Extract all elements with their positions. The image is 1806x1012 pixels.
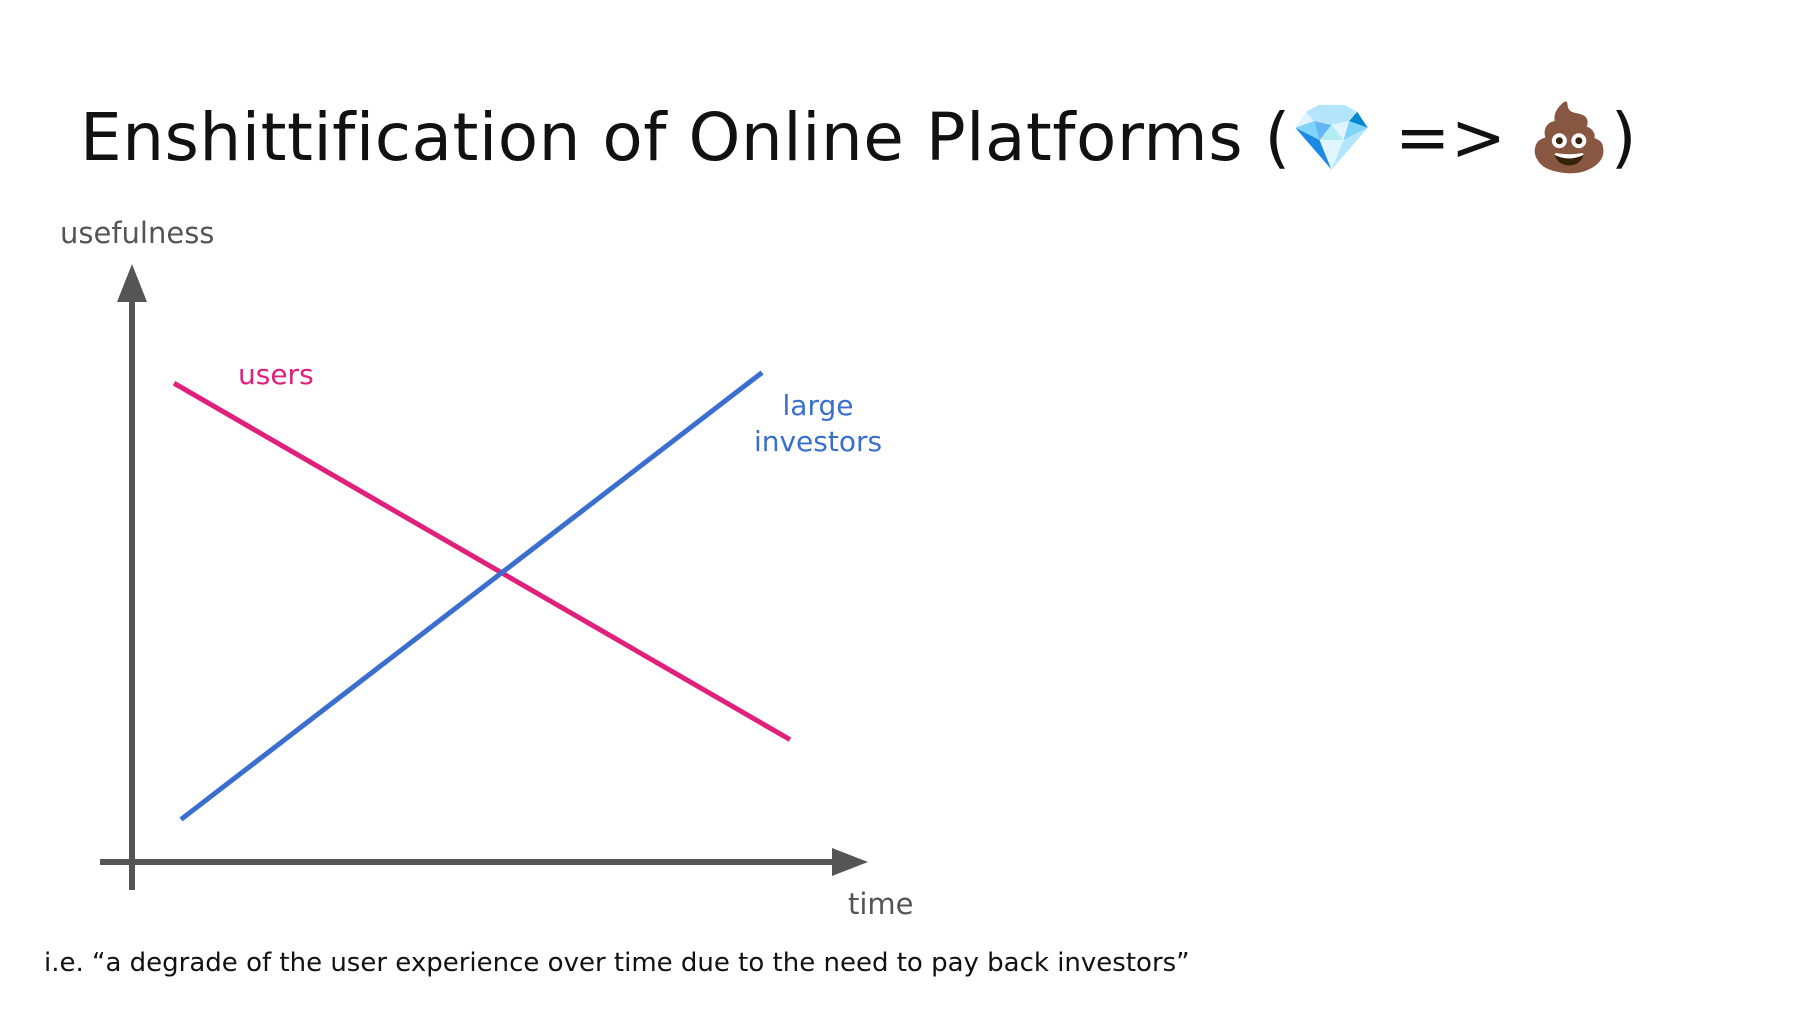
- title-close: ): [1610, 99, 1637, 176]
- caption: i.e. “a degrade of the user experience o…: [44, 948, 1190, 978]
- series-line-large-investors: [179, 370, 764, 822]
- title-arrow: =>: [1373, 99, 1529, 176]
- x-axis-arrow-icon: [832, 848, 868, 876]
- series-label-large-investors: large investors: [754, 389, 882, 458]
- gem-icon: 💎: [1290, 99, 1374, 176]
- x-axis-label: time: [848, 887, 914, 921]
- series-line-users: [172, 381, 792, 742]
- title-text: Enshittification of Online Platforms (: [80, 99, 1291, 176]
- page-title: Enshittification of Online Platforms (💎 …: [80, 98, 1637, 178]
- series-label-users: users: [238, 358, 314, 391]
- y-axis-arrow-icon: [117, 264, 147, 302]
- y-axis-label: usefulness: [60, 216, 214, 250]
- chart-labels: users large investors: [238, 358, 882, 458]
- poop-icon: 💩: [1528, 99, 1611, 176]
- chart-axes: usefulness time: [60, 216, 914, 921]
- chart-series: [172, 370, 792, 822]
